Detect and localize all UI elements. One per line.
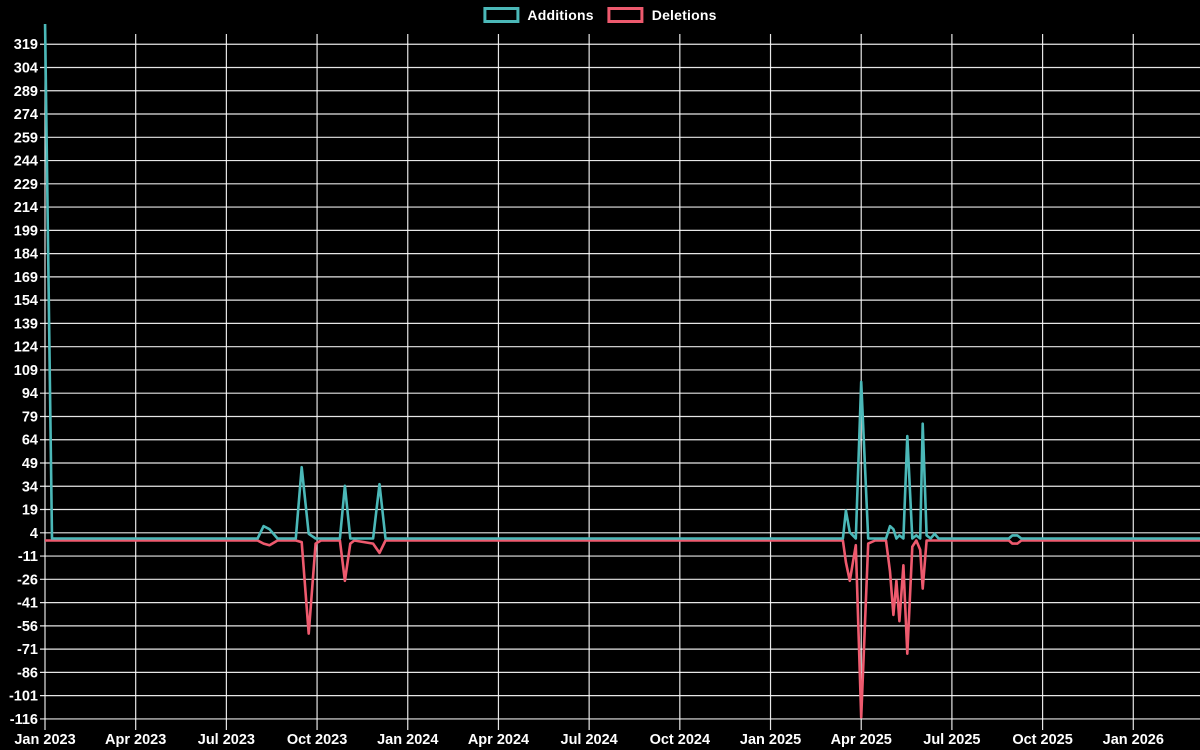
x-tick-label: Jan 2025 — [740, 732, 801, 748]
y-tick-label: 124 — [14, 340, 38, 356]
chart-legend: Additions Deletions — [483, 7, 716, 23]
additions-legend-label: Additions — [527, 7, 594, 23]
y-tick-label: 64 — [22, 433, 38, 449]
y-tick-label: -101 — [9, 689, 38, 705]
y-tick-label: 184 — [14, 247, 38, 263]
x-tick-label: Apr 2025 — [831, 732, 892, 748]
deletions-line — [45, 539, 1200, 719]
y-tick-label: 304 — [14, 60, 38, 76]
x-tick-label: Jul 2025 — [923, 732, 980, 748]
y-tick-label: 229 — [14, 177, 38, 193]
y-tick-label: -11 — [18, 549, 38, 565]
x-tick-label: Oct 2023 — [287, 732, 347, 748]
y-tick-label: 319 — [14, 37, 38, 53]
y-tick-label: 169 — [14, 270, 38, 286]
x-tick-label: Jan 2026 — [1103, 732, 1164, 748]
y-tick-label: 259 — [14, 130, 38, 146]
y-tick-label: 199 — [14, 223, 38, 239]
additions-line — [43, 24, 1200, 540]
x-tick-label: Jul 2024 — [561, 732, 618, 748]
additions-swatch-icon — [483, 7, 520, 23]
y-tick-label: 34 — [22, 479, 38, 495]
legend-item-additions[interactable]: Additions — [483, 7, 594, 23]
y-tick-label: -41 — [17, 596, 38, 612]
gridlines — [40, 34, 1200, 730]
y-tick-label: 154 — [14, 293, 38, 309]
y-tick-label: 4 — [30, 526, 38, 542]
y-tick-label: -56 — [17, 619, 38, 635]
y-tick-label: 79 — [22, 409, 38, 425]
y-tick-label: -71 — [17, 642, 38, 658]
x-tick-label: Jan 2024 — [377, 732, 438, 748]
series-group — [43, 24, 1200, 719]
y-tick-label: -26 — [17, 572, 38, 588]
x-tick-label: Apr 2024 — [468, 732, 529, 748]
x-tick-label: Jan 2023 — [14, 732, 75, 748]
deletions-swatch-icon — [607, 7, 644, 23]
y-tick-label: 139 — [14, 316, 38, 332]
x-tick-label: Oct 2024 — [650, 732, 710, 748]
y-tick-label: -86 — [17, 665, 38, 681]
deletions-legend-label: Deletions — [651, 7, 717, 23]
y-tick-label: 49 — [22, 456, 38, 472]
x-tick-label: Jul 2023 — [198, 732, 255, 748]
x-tick-label: Oct 2025 — [1012, 732, 1072, 748]
y-tick-label: 289 — [14, 84, 38, 100]
y-tick-label: 19 — [22, 503, 38, 519]
x-tick-label: Apr 2023 — [105, 732, 166, 748]
y-tick-label: 214 — [14, 200, 38, 216]
y-tick-label: 274 — [14, 107, 38, 123]
y-tick-label: -116 — [10, 712, 38, 728]
y-tick-label: 244 — [14, 154, 38, 170]
y-tick-label: 94 — [22, 386, 38, 402]
legend-item-deletions[interactable]: Deletions — [607, 7, 717, 23]
y-tick-label: 109 — [14, 363, 38, 379]
